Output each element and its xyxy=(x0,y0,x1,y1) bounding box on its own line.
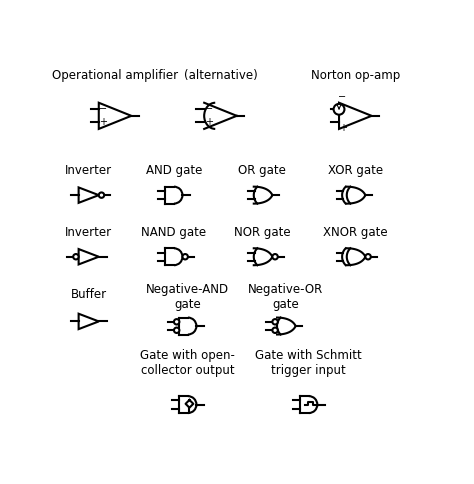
Text: Gate with Schmitt
trigger input: Gate with Schmitt trigger input xyxy=(255,349,362,377)
Circle shape xyxy=(174,328,179,333)
Text: Negative-OR
gate: Negative-OR gate xyxy=(248,283,323,311)
Text: (alternative): (alternative) xyxy=(183,69,257,82)
Circle shape xyxy=(174,319,179,324)
Text: Operational amplifier: Operational amplifier xyxy=(52,69,178,82)
Circle shape xyxy=(273,254,278,259)
Text: NAND gate: NAND gate xyxy=(141,226,207,239)
Text: −: − xyxy=(338,92,346,102)
Text: Inverter: Inverter xyxy=(65,226,112,239)
Circle shape xyxy=(182,254,188,259)
Text: AND gate: AND gate xyxy=(146,165,202,177)
Text: XNOR gate: XNOR gate xyxy=(323,226,388,239)
Text: NOR gate: NOR gate xyxy=(234,226,291,239)
Circle shape xyxy=(99,193,104,198)
Text: +: + xyxy=(205,117,213,127)
Text: Inverter: Inverter xyxy=(65,165,112,177)
Text: +: + xyxy=(100,117,108,127)
Text: +: + xyxy=(339,123,347,133)
Circle shape xyxy=(273,328,278,333)
Circle shape xyxy=(73,254,79,259)
Text: XOR gate: XOR gate xyxy=(328,165,383,177)
Circle shape xyxy=(273,319,278,324)
Text: Norton op-amp: Norton op-amp xyxy=(310,69,400,82)
Text: Buffer: Buffer xyxy=(71,287,107,301)
Text: −: − xyxy=(205,104,213,114)
Text: −: − xyxy=(100,104,108,114)
Text: Gate with open-
collector output: Gate with open- collector output xyxy=(140,349,235,377)
Circle shape xyxy=(365,254,371,259)
Circle shape xyxy=(334,104,345,115)
Text: OR gate: OR gate xyxy=(238,165,286,177)
Text: Negative-AND
gate: Negative-AND gate xyxy=(146,283,229,311)
